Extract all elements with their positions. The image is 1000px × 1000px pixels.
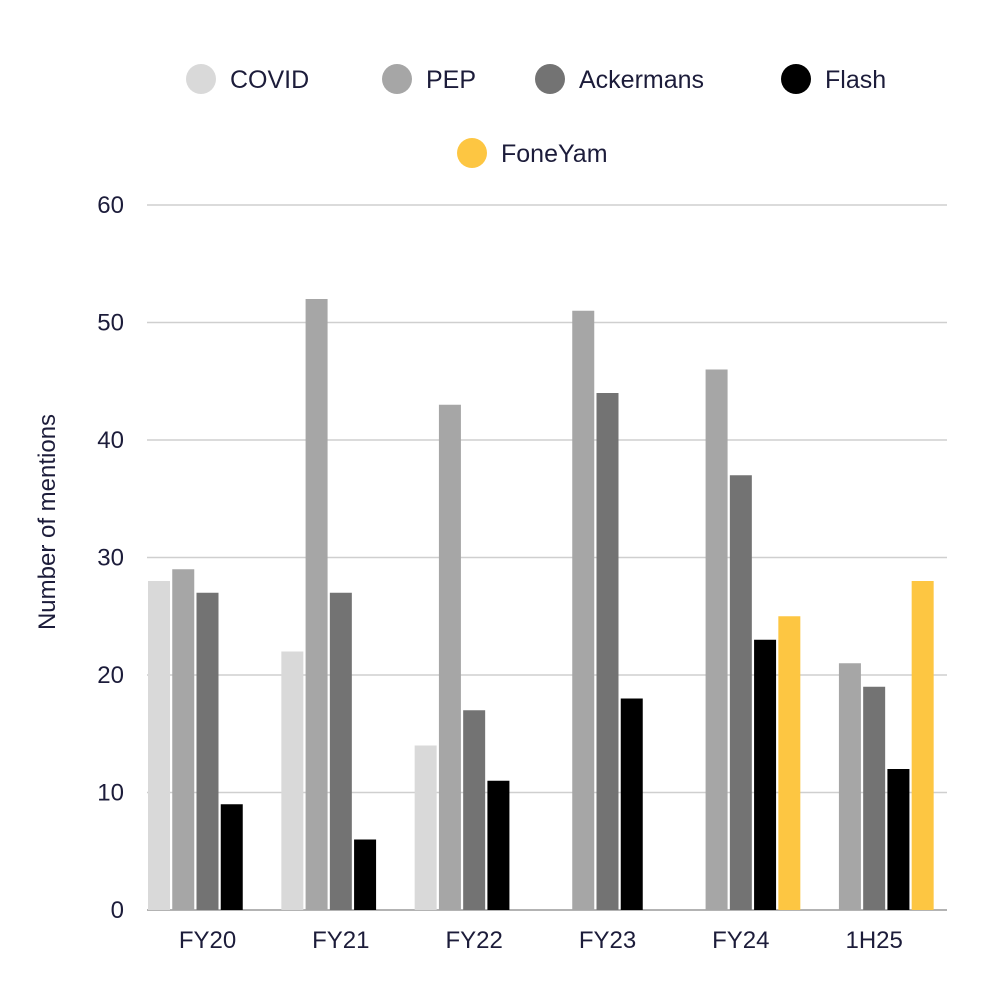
legend-swatch bbox=[382, 64, 412, 94]
x-tick-label: FY20 bbox=[179, 927, 236, 954]
y-tick-label: 40 bbox=[97, 427, 124, 454]
bar-pep-fy22 bbox=[438, 404, 461, 910]
y-tick-label: 50 bbox=[97, 310, 124, 337]
bar-ackermans-fy22 bbox=[463, 710, 486, 910]
bar-ackermans-fy24 bbox=[729, 475, 752, 910]
bar-flash-fy24 bbox=[754, 639, 777, 910]
bar-pep-fy24 bbox=[705, 369, 728, 910]
x-tick-label: FY22 bbox=[445, 927, 502, 954]
y-tick-label: 60 bbox=[97, 192, 124, 219]
bar-pep-1h25 bbox=[838, 663, 861, 910]
y-axis: 0 10 20 30 40 50 60 bbox=[97, 192, 124, 924]
bar-ackermans-1h25 bbox=[863, 686, 886, 910]
bar-pep-fy20 bbox=[172, 569, 195, 910]
bar-flash-fy21 bbox=[354, 839, 377, 910]
bar-pep-fy21 bbox=[305, 299, 328, 910]
x-tick-label: FY24 bbox=[712, 927, 769, 954]
y-tick-label: 10 bbox=[97, 780, 124, 807]
y-axis-title: Number of mentions bbox=[34, 414, 61, 630]
x-axis: FY20 FY21 FY22 FY23 FY24 1H25 bbox=[179, 927, 903, 954]
chart-legend: COVID PEP Ackermans Flash FoneYam bbox=[186, 64, 886, 168]
legend-label: FoneYam bbox=[501, 140, 608, 168]
x-tick-label: FY23 bbox=[579, 927, 636, 954]
bar-foneyam-1h25 bbox=[911, 581, 934, 910]
bar-ackermans-fy23 bbox=[596, 393, 619, 910]
legend-item-covid: COVID bbox=[186, 64, 309, 94]
bar-covid-fy22 bbox=[414, 745, 437, 910]
bar-ackermans-fy21 bbox=[329, 592, 352, 910]
bar-pep-fy23 bbox=[572, 310, 595, 910]
bar-covid-fy20 bbox=[148, 581, 170, 910]
legend-item-flash: Flash bbox=[781, 64, 886, 94]
legend-label: COVID bbox=[230, 66, 309, 94]
legend-item-ackermans: Ackermans bbox=[535, 64, 704, 94]
legend-item-pep: PEP bbox=[382, 64, 476, 94]
legend-item-foneyam: FoneYam bbox=[457, 138, 608, 168]
y-tick-label: 0 bbox=[111, 897, 124, 924]
bar-flash-1h25 bbox=[887, 769, 910, 910]
chart-bars bbox=[148, 299, 934, 910]
x-tick-label: 1H25 bbox=[845, 927, 902, 954]
x-tick-label: FY21 bbox=[312, 927, 369, 954]
bar-covid-fy21 bbox=[281, 651, 304, 910]
legend-label: PEP bbox=[426, 66, 476, 94]
legend-label: Ackermans bbox=[579, 66, 704, 94]
y-tick-label: 20 bbox=[97, 662, 124, 689]
bar-foneyam-fy24 bbox=[778, 616, 801, 910]
chart-gridlines bbox=[147, 204, 947, 911]
y-tick-label: 30 bbox=[97, 545, 124, 572]
bar-flash-fy23 bbox=[620, 698, 643, 910]
legend-label: Flash bbox=[825, 66, 886, 94]
legend-swatch bbox=[186, 64, 216, 94]
legend-swatch bbox=[457, 138, 487, 168]
bar-ackermans-fy20 bbox=[196, 592, 219, 910]
bar-flash-fy22 bbox=[487, 780, 510, 910]
legend-swatch bbox=[781, 64, 811, 94]
bar-flash-fy20 bbox=[220, 804, 243, 910]
legend-swatch bbox=[535, 64, 565, 94]
